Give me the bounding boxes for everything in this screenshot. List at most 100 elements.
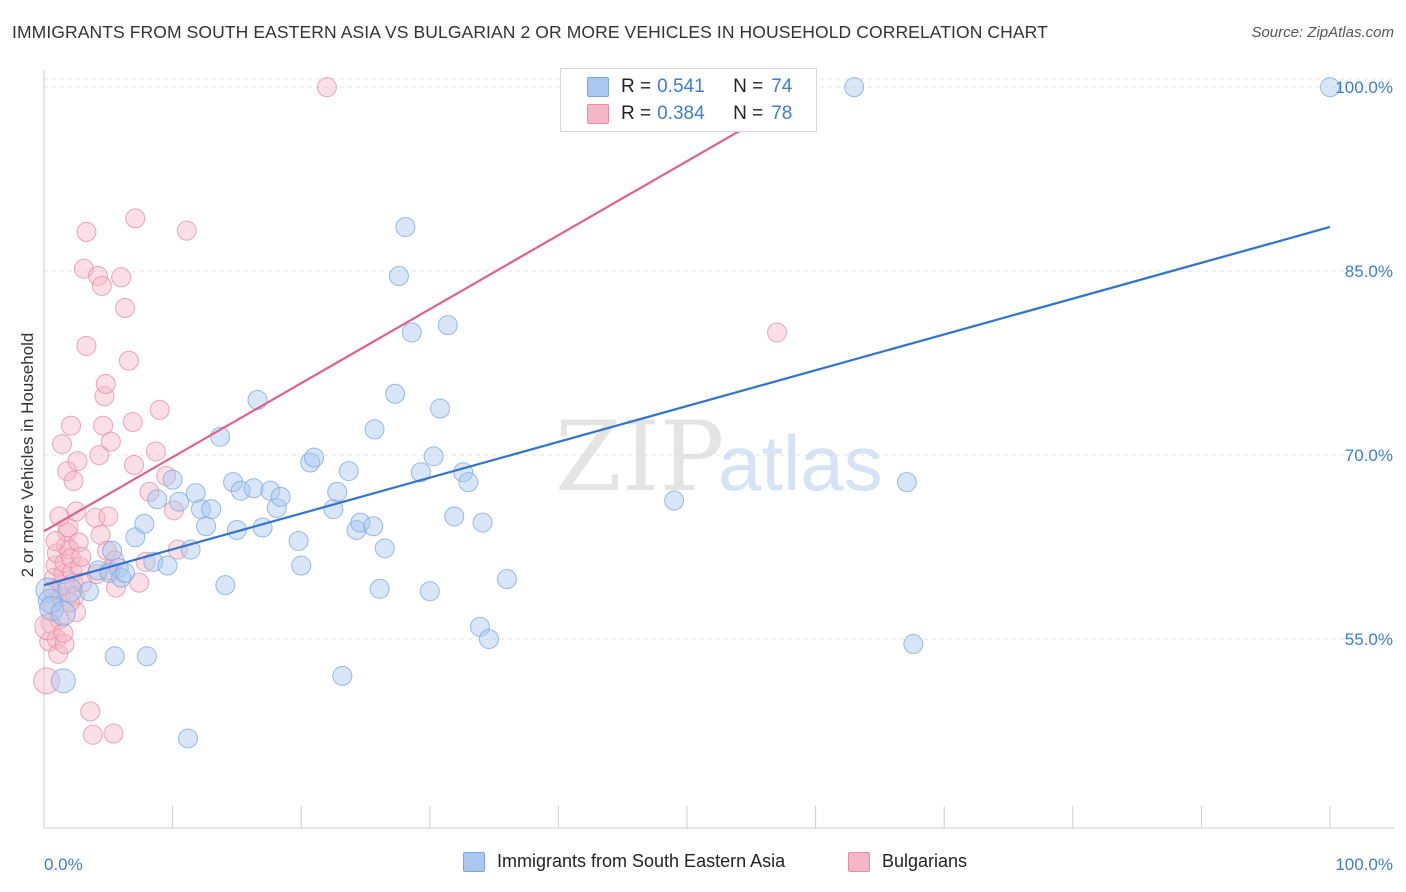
legend-row-sea: R = 0.541 N = 74: [587, 75, 792, 99]
bulgarian-point: [53, 622, 74, 643]
legend-n-value: 74: [771, 76, 793, 97]
sea-point: [35, 577, 61, 603]
legend-r-label: R =: [621, 76, 652, 97]
sea-point: [369, 578, 390, 599]
sea-point: [104, 646, 125, 667]
sea-point: [388, 266, 409, 287]
sea-point: [50, 668, 76, 694]
series-bulgarians: [33, 77, 788, 745]
bulgarian-point: [156, 465, 177, 486]
legend-n-value: 78: [771, 103, 793, 124]
sea-point: [332, 665, 353, 686]
sea-point: [196, 516, 217, 537]
sea-point: [664, 490, 685, 511]
bulgarian-point: [89, 445, 110, 466]
sea-point: [496, 569, 517, 590]
bulgarian-point: [115, 297, 136, 318]
bottom-legend-label-sea: Immigrants from South Eastern Asia: [497, 851, 786, 871]
sea-point: [364, 419, 385, 440]
sea-point: [157, 555, 178, 576]
legend-n-label: N =: [733, 76, 764, 97]
sea-point: [215, 575, 236, 596]
bottom-legend-bulgarians: Bulgarians: [848, 851, 967, 872]
y-axis-label: 2 or more Vehicles in Household: [18, 332, 37, 578]
sea-point: [226, 519, 247, 540]
sea-point: [338, 461, 359, 482]
bulgarian-point: [76, 335, 97, 356]
bulgarian-point: [68, 532, 89, 553]
bulgarian-point: [98, 506, 119, 527]
bulgarian-point: [52, 434, 73, 455]
bottom-legend-label-bulgarians: Bulgarians: [882, 851, 968, 871]
bulgarian-point: [61, 415, 82, 436]
sea-point: [230, 480, 251, 501]
bulgarian-point: [124, 454, 145, 475]
sea-point: [291, 555, 312, 576]
sea-point: [896, 472, 917, 493]
legend-r-value: 0.541: [657, 76, 705, 97]
legend-swatch-bulgarians: [587, 104, 609, 124]
sea-point: [79, 581, 100, 602]
axes: [43, 70, 1394, 829]
sea-point: [1320, 77, 1340, 98]
sea-point: [252, 517, 273, 538]
bulgarian-point: [48, 643, 69, 664]
sea-point: [57, 577, 83, 603]
sea-point: [201, 499, 222, 520]
grid: [44, 78, 1394, 640]
bulgarian-point: [767, 322, 788, 343]
sea-point: [472, 512, 493, 533]
sea-point: [327, 481, 348, 502]
legend-row-bulgarians: R = 0.384 N = 78: [587, 102, 792, 126]
y-tick-label: 70.0%: [1345, 446, 1393, 465]
trend-lines: [43, 86, 1331, 587]
sea-point: [243, 478, 264, 499]
bulgarian-point: [149, 399, 170, 420]
sea-point: [458, 472, 479, 493]
bulgarian-point: [139, 481, 160, 502]
legend: R = 0.541 N = 74 R = 0.384 N = 78: [560, 68, 817, 132]
bulgarian-point: [316, 77, 337, 98]
sea-point: [102, 540, 123, 561]
y-tick-label: 55.0%: [1345, 630, 1393, 649]
sea-point: [423, 446, 444, 467]
chart-title: IMMIGRANTS FROM SOUTH EASTERN ASIA VS BU…: [12, 22, 1048, 42]
legend-r-label: R =: [621, 103, 652, 124]
sea-point: [162, 469, 183, 490]
sea-point: [136, 646, 157, 667]
bulgarian-point: [176, 220, 197, 241]
bulgarian-point: [106, 577, 127, 598]
bulgarian-point: [66, 602, 87, 623]
bulgarian-point: [111, 267, 132, 288]
sea-point: [147, 489, 168, 510]
sea-point: [395, 216, 416, 237]
bulgarian-point: [145, 441, 166, 462]
sea-point: [266, 497, 287, 518]
trend-line-bulgarians: [43, 86, 817, 533]
sea-point: [401, 322, 422, 343]
watermark-zip: ZIP: [555, 401, 724, 513]
watermark: ZIP atlas: [555, 401, 883, 513]
series-sea: [35, 77, 1340, 749]
sea-point: [178, 728, 199, 749]
sea-point: [134, 513, 155, 534]
sea-point: [385, 383, 406, 404]
sea-point: [50, 600, 76, 626]
sea-point: [478, 629, 499, 650]
legend-n-label: N =: [733, 103, 764, 124]
sea-point: [437, 315, 458, 336]
bulgarian-point: [122, 412, 143, 433]
sea-point: [270, 486, 291, 507]
bulgarian-point: [91, 275, 112, 296]
legend-swatch-sea: [587, 77, 609, 97]
sea-point: [169, 491, 190, 512]
tick-labels: 55.0% 70.0% 85.0% 100.0% 0.0% 100.0%: [44, 78, 1393, 874]
bulgarian-point: [80, 701, 101, 722]
sea-point: [419, 581, 440, 602]
bulgarian-point: [125, 208, 146, 229]
trend-line-sea: [43, 225, 1331, 587]
x-tick-label: 100.0%: [1335, 855, 1393, 874]
bulgarian-point: [118, 350, 139, 371]
y-tick-label: 100.0%: [1335, 78, 1393, 97]
